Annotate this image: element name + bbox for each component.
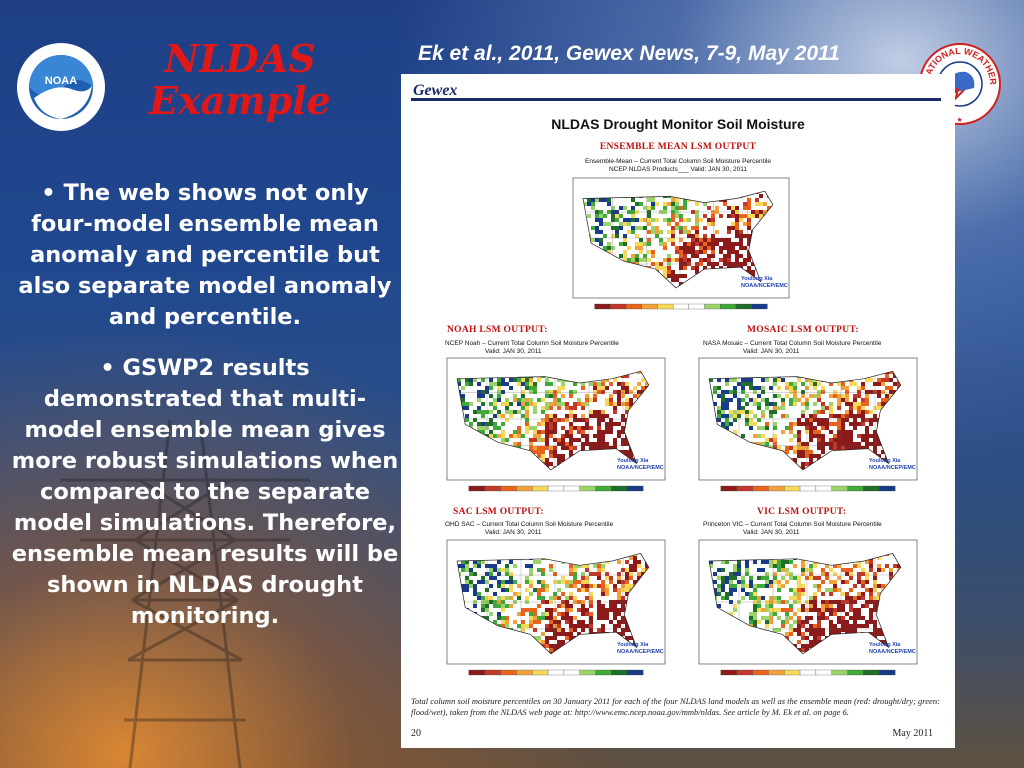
citation-text: Ek et al., 2011, Gewex News, 7-9, May 20… — [418, 42, 840, 65]
page-number: 20 — [411, 728, 421, 739]
transmission-tower-silhouette — [60, 420, 310, 768]
panel-caption-ensemble: Ensemble-Mean – Current Total Column Soi… — [585, 158, 771, 173]
panel-caption-noah: NCEP Noah – Current Total Column Soil Mo… — [445, 340, 619, 355]
svg-text:★ ★: ★ ★ — [948, 116, 963, 124]
slide-title-line1: NLDAS — [164, 36, 316, 81]
slide-title: NLDAS Example — [120, 38, 360, 122]
svg-text:NOAA/NCEP/EMC: NOAA/NCEP/EMC — [617, 465, 664, 471]
svg-text:Youlong Xia: Youlong Xia — [617, 458, 649, 464]
noaa-logo-text: NOAA — [45, 75, 77, 87]
panel-heading-vic: VIC LSM OUTPUT: — [757, 507, 847, 517]
panel-caption-vic: Princeton VIC – Current Total Column Soi… — [703, 521, 882, 536]
document-title: NLDAS Drought Monitor Soil Moisture — [551, 116, 805, 132]
panel-caption-sac: OHD SAC – Current Total Column Soil Mois… — [445, 521, 614, 536]
bullet-list: • The web shows not only four-model ense… — [8, 178, 402, 652]
figure-footnote: Total column soil moisture percentiles o… — [411, 696, 940, 717]
newsletter-page: Gewex NLDAS Drought Monitor Soil Moistur… — [401, 74, 955, 748]
issue-date: May 2011 — [892, 728, 933, 739]
panel-heading-mosaic: MOSAIC LSM OUTPUT: — [747, 325, 859, 335]
svg-text:Youlong Xia: Youlong Xia — [741, 276, 773, 282]
bullet-item-2: • GSWP2 results demonstrated that multi-… — [11, 355, 399, 629]
noaa-logo: NOAA — [17, 43, 105, 131]
svg-text:NOAA/NCEP/EMC: NOAA/NCEP/EMC — [741, 283, 788, 289]
panel-caption-mosaic: NASA Mosaic – Current Total Column Soil … — [703, 340, 882, 355]
panel-heading-ensemble: ENSEMBLE MEAN LSM OUTPUT — [599, 142, 757, 152]
bullet-item-1: • The web shows not only four-model ense… — [18, 180, 392, 330]
panel-heading-noah: NOAH LSM OUTPUT: — [447, 325, 548, 335]
slide-title-line2: Example — [149, 78, 331, 123]
gewex-masthead: Gewex — [413, 82, 458, 99]
svg-text:Youlong Xia: Youlong Xia — [869, 458, 901, 464]
panel-heading-sac: SAC LSM OUTPUT: — [453, 507, 544, 517]
svg-text:NOAA/NCEP/EMC: NOAA/NCEP/EMC — [869, 465, 916, 471]
masthead-rule — [411, 98, 941, 101]
